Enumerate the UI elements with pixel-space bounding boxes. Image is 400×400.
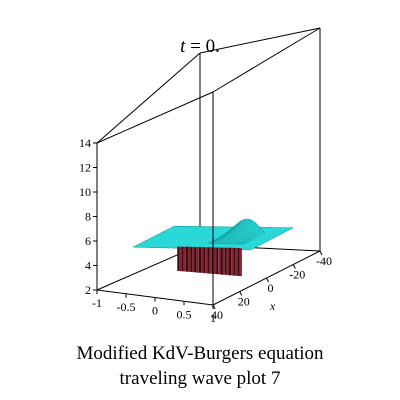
- surface-front-strip: [181, 246, 184, 272]
- title-variable: t: [180, 36, 186, 57]
- y-tick-label: -0.5: [117, 300, 136, 314]
- x-tick-label: -40: [316, 254, 332, 268]
- surface-front-strip: [220, 247, 223, 275]
- surface-front-strip: [235, 247, 238, 276]
- x-tick: [266, 277, 269, 283]
- x-tick-label: 20: [238, 295, 250, 309]
- z-tick-label: 12: [79, 161, 91, 175]
- box-edge: [96, 52, 201, 144]
- title-value: = 0.: [185, 36, 220, 57]
- surface-front-strip: [192, 246, 195, 273]
- surface-front-strip: [209, 247, 212, 274]
- surface-front-strip: [205, 247, 208, 274]
- surface-front-strip: [190, 246, 193, 273]
- surface-front-strip: [207, 247, 210, 274]
- z-tick-label: 2: [85, 283, 91, 297]
- surface-front-strip: [177, 246, 180, 271]
- y-axis: -1 -0.5 0 0.5 1: [92, 290, 216, 325]
- x-axis: 40 20 0 -20 -40 x: [211, 250, 332, 322]
- surface-hump-strip: [241, 230, 266, 245]
- x-tick-label: 0: [268, 281, 274, 295]
- y-tick-label: 1: [210, 311, 216, 325]
- surface-front-strip: [222, 247, 225, 275]
- surface-front-strip: [194, 246, 197, 273]
- surface-front-strip: [231, 247, 234, 276]
- surface-front-strip: [237, 248, 240, 277]
- y-tick-label: 0: [152, 304, 158, 318]
- surface-front-strip: [226, 247, 229, 276]
- x-tick: [319, 250, 323, 256]
- surface-front-strip: [224, 247, 227, 275]
- surface-front-strip: [179, 246, 182, 272]
- y-tick-label: -1: [92, 296, 102, 310]
- x-tick: [239, 291, 243, 296]
- surface-front-strip: [203, 247, 206, 274]
- surface-front-strip: [218, 247, 221, 275]
- surface-front-strip: [183, 246, 186, 272]
- z-tick-label: 14: [79, 136, 91, 150]
- surface-front-strip: [229, 247, 232, 276]
- x-tick: [212, 304, 216, 310]
- surface-front-strip: [233, 247, 236, 276]
- box-edge: [199, 27, 321, 54]
- x-tick: [292, 264, 296, 269]
- box-edge: [96, 91, 214, 144]
- surface-front-strip: [198, 247, 201, 273]
- x-tick-label: -20: [289, 268, 305, 282]
- surface-front-strip: [196, 247, 199, 273]
- z-axis: 2 4 6 8 10 12 14: [79, 136, 97, 297]
- surface-front-strip: [216, 247, 219, 275]
- surface-front-strip: [239, 248, 242, 277]
- plot-title: t = 0.: [0, 36, 400, 58]
- caption-line-2: traveling wave plot 7: [119, 368, 281, 389]
- x-tick-label: 40: [211, 308, 223, 322]
- x-axis-label: x: [269, 299, 276, 313]
- z-tick-label: 6: [85, 234, 91, 248]
- surface-front-strip: [201, 247, 204, 273]
- z-tick-label: 8: [85, 210, 91, 224]
- surface: [132, 218, 294, 277]
- box-edge: [212, 27, 321, 93]
- z-tick-label: 10: [79, 185, 91, 199]
- surface-front-strip: [213, 247, 217, 275]
- caption-line-1: Modified KdV-Burgers equation: [76, 343, 324, 364]
- y-tick-label: 0.5: [177, 307, 192, 321]
- surface-front-strip: [185, 246, 188, 272]
- surface-front-strip: [188, 246, 191, 272]
- z-tick-label: 4: [85, 259, 91, 273]
